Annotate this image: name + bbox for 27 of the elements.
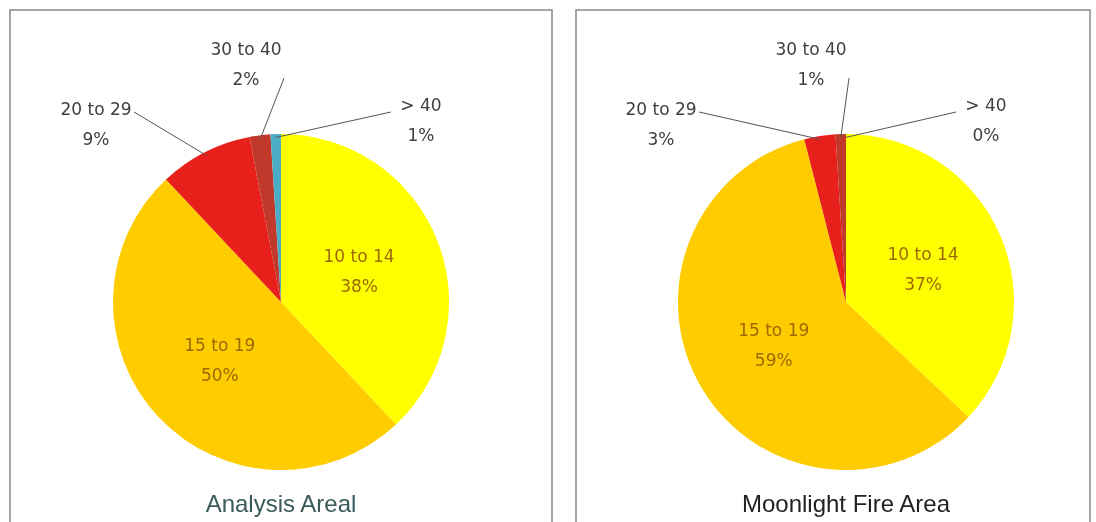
data-label: 3% (647, 129, 675, 149)
pie-slice (249, 134, 281, 302)
pie-slice (678, 139, 969, 470)
data-label: 9% (82, 129, 110, 149)
data-label: 1% (797, 69, 825, 89)
slice-label: > 40 (400, 95, 442, 115)
text: Analysis Areal (205, 490, 357, 517)
data-label: 38% (340, 276, 378, 297)
slice-label: 10 to 14 (887, 243, 959, 264)
data-label: 59% (754, 349, 793, 370)
data-label: 50% (200, 364, 239, 385)
pie-slice (166, 136, 281, 302)
data-label: 1% (407, 125, 435, 145)
slice-label: 15 to 19 (184, 334, 256, 355)
text: 0% (972, 125, 1000, 145)
pie-slice (804, 134, 846, 302)
slice-label: 20 to 29 (60, 99, 132, 119)
slice-label: 30 to 40 (210, 39, 282, 59)
text: Moonlight Fire Area (741, 490, 951, 517)
slice-label: 10 to 14 (323, 246, 395, 267)
slice-label: 30 to 40 (775, 39, 847, 59)
pie-slice (113, 179, 396, 470)
slice-label: 15 to 19 (738, 319, 810, 340)
data-label: 2% (232, 69, 260, 89)
data-label: 37% (904, 273, 942, 294)
category-label: > 40 (965, 95, 1007, 115)
slice-label: 20 to 29 (625, 99, 697, 119)
